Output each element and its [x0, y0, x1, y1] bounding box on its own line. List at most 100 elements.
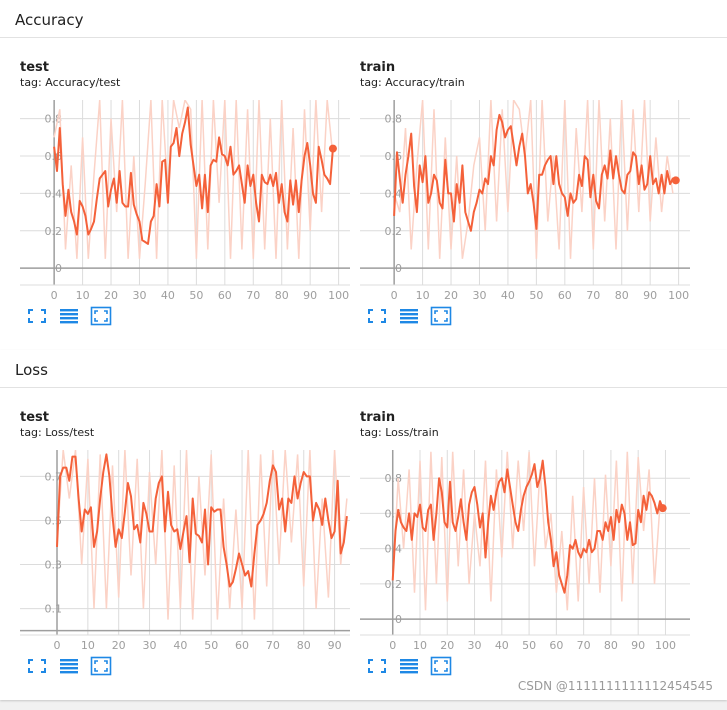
section-title-accuracy: Accuracy	[0, 0, 727, 38]
smoothed-series-line	[56, 453, 348, 588]
expand-chart-icon	[90, 656, 112, 676]
y-tick-label: 0.4	[45, 187, 63, 200]
toggle-log-scale-button[interactable]	[58, 306, 80, 326]
chart-tag: tag: Loss/train	[360, 426, 439, 439]
x-tick-label: 90	[303, 289, 317, 300]
y-tick-label: 0	[395, 262, 402, 275]
watermark-text: CSDN @1111111111112454545	[517, 679, 713, 693]
x-tick-label: 40	[501, 289, 515, 300]
chart-title: test	[20, 410, 49, 425]
expand-chart-button[interactable]	[430, 656, 452, 676]
toggle-log-scale-button[interactable]	[58, 656, 80, 676]
x-tick-label: 70	[246, 289, 260, 300]
smoothed-series-line	[391, 459, 664, 594]
x-tick-label: 90	[631, 639, 645, 650]
x-tick-label: 50	[204, 639, 218, 650]
x-tick-label: 50	[522, 639, 536, 650]
y-tick-label: 0.6	[385, 150, 403, 163]
x-tick-label: 60	[549, 639, 563, 650]
x-tick-label: 60	[218, 289, 232, 300]
loss-section: Loss test tag: Loss/test 0.1 0.3 0.5 0.7 0 10…	[0, 350, 727, 700]
y-tick-label: 0.4	[385, 187, 403, 200]
x-tick-label: 0	[391, 289, 398, 300]
x-tick-label: 40	[173, 639, 187, 650]
expand-chart-button[interactable]	[90, 306, 112, 326]
x-tick-label: 20	[104, 289, 118, 300]
smoothed-series-line	[393, 113, 677, 232]
chart-plot[interactable]: 00.20.40.60.80 10 20 30 40 50 60 70 80 90 100	[360, 100, 700, 300]
toggle-log-scale-button[interactable]	[398, 656, 420, 676]
x-tick-label: 70	[577, 639, 591, 650]
y-tick-label: 0.4	[385, 543, 403, 556]
toggle-log-scale-button[interactable]	[398, 306, 420, 326]
chart-tag: tag: Accuracy/train	[360, 76, 465, 89]
chart-plot[interactable]: 00.20.40.60.80 10 20 30 40 50 60 70 80 90 100	[360, 450, 700, 650]
x-tick-label: 70	[586, 289, 600, 300]
x-tick-label: 30	[472, 289, 486, 300]
y-tick-label: 0.1	[45, 603, 63, 616]
expand-chart-icon	[430, 656, 452, 676]
fit-domain-icon	[28, 309, 46, 323]
x-tick-label: 80	[297, 639, 311, 650]
x-tick-label: 20	[112, 639, 126, 650]
y-tick-label: 0	[395, 613, 402, 626]
chart-title: train	[360, 410, 396, 425]
x-tick-label: 80	[604, 639, 618, 650]
fit-domain-icon	[368, 309, 386, 323]
x-tick-label: 90	[643, 289, 657, 300]
expand-chart-button[interactable]	[430, 306, 452, 326]
x-tick-label: 10	[76, 289, 90, 300]
y-tick-label: 0.6	[45, 150, 63, 163]
x-tick-label: 50	[189, 289, 203, 300]
x-tick-label: 0	[54, 639, 61, 650]
x-tick-label: 30	[143, 639, 157, 650]
fit-domain-icon	[368, 659, 386, 673]
x-tick-label: 30	[468, 639, 482, 650]
fit-domain-button[interactable]	[26, 306, 48, 326]
toggle-log-scale-icon	[60, 659, 78, 674]
expand-chart-icon	[90, 306, 112, 326]
accuracy-section: Accuracy test tag: Accuracy/test 0 0.2 0.4…	[0, 0, 727, 350]
x-tick-label: 100	[328, 289, 349, 300]
x-tick-label: 0	[51, 289, 58, 300]
y-tick-label: 0	[55, 262, 62, 275]
raw-series-line	[391, 451, 661, 611]
x-tick-label: 0	[389, 639, 396, 650]
x-tick-label: 10	[413, 639, 427, 650]
y-tick-label: 0.3	[45, 559, 63, 572]
x-tick-label: 100	[668, 289, 689, 300]
fit-domain-button[interactable]	[26, 656, 48, 676]
y-tick-label: 0.8	[385, 113, 403, 126]
raw-series-line	[393, 100, 674, 259]
x-tick-label: 40	[495, 639, 509, 650]
x-tick-label: 80	[615, 289, 629, 300]
x-tick-label: 60	[558, 289, 572, 300]
expand-chart-button[interactable]	[90, 656, 112, 676]
x-tick-label: 40	[161, 289, 175, 300]
last-value-point	[671, 176, 680, 185]
expand-chart-icon	[430, 306, 452, 326]
raw-series-line	[56, 450, 348, 620]
x-tick-label: 100	[655, 639, 676, 650]
y-tick-label: 0.8	[385, 472, 403, 485]
x-tick-label: 70	[266, 639, 280, 650]
chart-tag: tag: Loss/test	[20, 426, 95, 439]
x-tick-label: 60	[235, 639, 249, 650]
x-tick-label: 90	[328, 639, 342, 650]
x-tick-label: 20	[444, 289, 458, 300]
fit-domain-button[interactable]	[366, 306, 388, 326]
smoothed-series-line	[53, 106, 334, 245]
last-value-point	[328, 144, 337, 153]
toggle-log-scale-icon	[60, 309, 78, 324]
chart-tag: tag: Accuracy/test	[20, 76, 121, 89]
chart-plot[interactable]: 00.20.40.60.80 10 20 30 40 50 60 70 80 90 100	[20, 100, 360, 300]
chart-title: train	[360, 60, 396, 75]
y-tick-label: 0.2	[45, 225, 63, 238]
fit-domain-button[interactable]	[366, 656, 388, 676]
chart-plot[interactable]: 0.10.30.50.70 10 20 30 40 50 60 70 80 90	[20, 450, 360, 650]
y-tick-label: 0.7	[45, 470, 63, 483]
toggle-log-scale-icon	[400, 659, 418, 674]
x-tick-label: 10	[81, 639, 95, 650]
chart-card-loss-train: train tag: Loss/train 0 0.2 0.4 0.6 0.8 0 10 20…	[360, 410, 700, 710]
x-tick-label: 30	[132, 289, 146, 300]
